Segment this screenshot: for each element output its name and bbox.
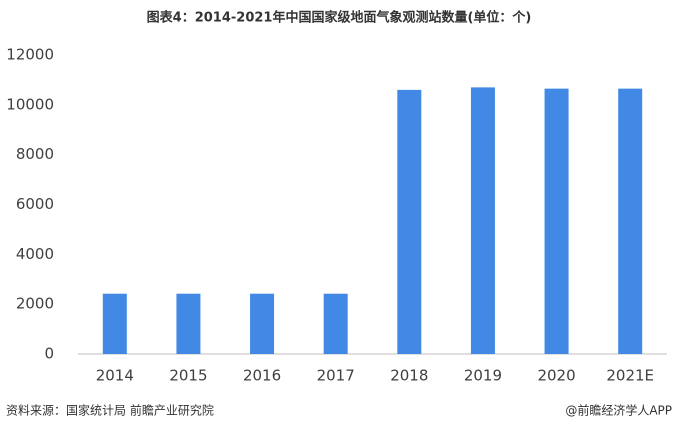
x-tick-label: 2019 bbox=[464, 367, 502, 385]
chart-title: 图表4：2014-2021年中国国家级地面气象观测站数量(单位：个) bbox=[147, 10, 532, 26]
bar bbox=[470, 87, 495, 355]
y-tick-label: 12000 bbox=[6, 46, 54, 64]
bar bbox=[250, 293, 275, 354]
y-tick-label: 4000 bbox=[16, 245, 54, 263]
x-tick-label: 2016 bbox=[243, 367, 281, 385]
bar bbox=[323, 293, 348, 354]
bar bbox=[102, 293, 127, 354]
x-tick-label: 2021E bbox=[606, 367, 654, 385]
credit: @前瞻经济学人APP bbox=[565, 403, 672, 418]
bar bbox=[544, 88, 569, 354]
x-tick-label: 2015 bbox=[169, 367, 207, 385]
bar bbox=[176, 293, 201, 354]
bar bbox=[397, 89, 422, 354]
source: 资料来源：国家统计局 前瞻产业研究院 bbox=[6, 403, 214, 418]
x-tick-label: 2020 bbox=[537, 367, 575, 385]
x-tick-label: 2017 bbox=[317, 367, 355, 385]
x-tick-label: 2014 bbox=[96, 367, 134, 385]
bar bbox=[618, 88, 643, 354]
x-tick-label: 2018 bbox=[390, 367, 428, 385]
y-tick-label: 6000 bbox=[16, 195, 54, 213]
y-tick-label: 0 bbox=[44, 345, 54, 363]
y-tick-label: 10000 bbox=[6, 95, 54, 113]
y-tick-label: 8000 bbox=[16, 145, 54, 163]
y-tick-label: 2000 bbox=[16, 295, 54, 313]
